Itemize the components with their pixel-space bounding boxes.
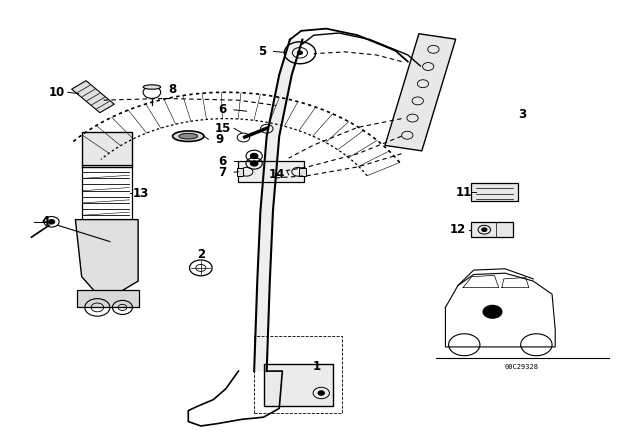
Text: 3: 3 <box>518 108 526 121</box>
Bar <box>264 365 333 406</box>
Circle shape <box>49 220 54 224</box>
Circle shape <box>250 161 258 166</box>
Polygon shape <box>72 81 115 113</box>
Bar <box>470 222 513 237</box>
Text: 12: 12 <box>450 223 466 236</box>
Polygon shape <box>260 136 279 211</box>
Polygon shape <box>279 39 303 75</box>
Text: 2: 2 <box>196 248 205 261</box>
Text: 13: 13 <box>133 187 149 200</box>
Polygon shape <box>267 75 292 136</box>
Bar <box>254 336 342 413</box>
Bar <box>470 183 518 201</box>
Text: 00C29328: 00C29328 <box>505 364 539 370</box>
Bar <box>300 168 305 176</box>
Bar <box>77 290 140 307</box>
Polygon shape <box>257 211 273 281</box>
Bar <box>239 161 305 182</box>
Text: 11: 11 <box>456 186 472 199</box>
Ellipse shape <box>179 134 198 139</box>
Circle shape <box>318 391 324 395</box>
Text: 8: 8 <box>168 83 177 96</box>
Bar <box>82 132 132 167</box>
Text: 6: 6 <box>219 103 227 116</box>
Text: 7: 7 <box>219 166 227 179</box>
Text: 1: 1 <box>313 360 321 373</box>
Ellipse shape <box>173 131 204 142</box>
Text: 6: 6 <box>219 155 227 168</box>
Circle shape <box>482 228 487 232</box>
Text: 14: 14 <box>269 168 285 181</box>
Text: 15: 15 <box>214 122 231 135</box>
Bar <box>237 168 243 176</box>
Polygon shape <box>76 220 138 294</box>
Circle shape <box>250 153 258 159</box>
Circle shape <box>483 305 502 319</box>
Polygon shape <box>385 34 456 151</box>
Bar <box>82 165 132 220</box>
Text: 5: 5 <box>258 45 266 58</box>
Circle shape <box>298 51 303 55</box>
Text: 9: 9 <box>216 133 224 146</box>
Text: 4: 4 <box>41 215 49 228</box>
Text: 10: 10 <box>49 86 65 99</box>
Polygon shape <box>254 281 270 371</box>
Ellipse shape <box>143 85 161 89</box>
